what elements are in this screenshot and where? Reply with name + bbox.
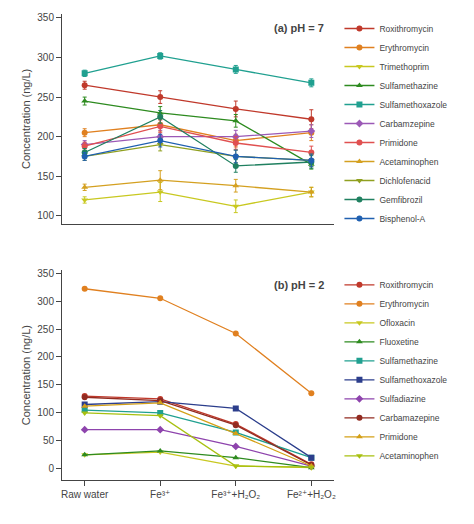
svg-text:Acetaminophen: Acetaminophen [379, 157, 438, 167]
svg-text:250: 250 [37, 324, 54, 335]
svg-text:300: 300 [37, 52, 54, 63]
svg-text:350: 350 [37, 268, 54, 279]
svg-text:Roxithromycin: Roxithromycin [379, 280, 433, 290]
svg-text:Gemfibrozil: Gemfibrozil [379, 195, 422, 205]
svg-text:0: 0 [48, 463, 54, 474]
svg-text:Concentration (ng/L): Concentration (ng/L) [20, 325, 32, 425]
svg-text:Trimethoprim: Trimethoprim [379, 62, 429, 72]
svg-text:Concentration (ng/L): Concentration (ng/L) [20, 69, 32, 169]
svg-text:Sulfamethoxazole: Sulfamethoxazole [379, 375, 447, 385]
svg-text:150: 150 [37, 171, 54, 182]
svg-text:Fe²⁺+H₂O₂: Fe²⁺+H₂O₂ [287, 489, 336, 500]
svg-text:Raw water: Raw water [61, 489, 109, 500]
svg-text:Carbamzepine: Carbamzepine [379, 119, 435, 129]
svg-text:Carbamazepine: Carbamazepine [379, 413, 439, 423]
svg-text:Primidone: Primidone [379, 432, 418, 442]
svg-text:Dichlofenacid: Dichlofenacid [379, 176, 430, 186]
svg-text:150: 150 [37, 379, 54, 390]
svg-text:Fluoxetine: Fluoxetine [379, 337, 418, 347]
svg-text:Fe³⁺+H₂O₂: Fe³⁺+H₂O₂ [211, 489, 260, 500]
svg-text:Sulfamethazine: Sulfamethazine [379, 81, 438, 91]
svg-text:Sulfadiazine: Sulfadiazine [379, 394, 426, 404]
svg-text:(a) pH = 7: (a) pH = 7 [274, 22, 324, 34]
svg-text:50: 50 [43, 435, 55, 446]
svg-text:350: 350 [37, 12, 54, 23]
svg-text:Ofloxacin: Ofloxacin [379, 318, 415, 328]
svg-text:Sulfamethoxazole: Sulfamethoxazole [379, 100, 447, 110]
svg-text:100: 100 [37, 210, 54, 221]
svg-text:Bisphenol-A: Bisphenol-A [379, 214, 425, 224]
svg-text:300: 300 [37, 296, 54, 307]
svg-text:100: 100 [37, 407, 54, 418]
svg-text:Fe³⁺: Fe³⁺ [150, 489, 170, 500]
svg-text:Roxithromycin: Roxithromycin [379, 24, 433, 34]
svg-text:Primidone: Primidone [379, 138, 418, 148]
svg-text:(b) pH = 2: (b) pH = 2 [274, 279, 324, 291]
svg-text:Erythromycin: Erythromycin [379, 43, 429, 53]
svg-text:Erythromycin: Erythromycin [379, 299, 429, 309]
svg-text:250: 250 [37, 92, 54, 103]
svg-text:Sulfamethazine: Sulfamethazine [379, 356, 438, 366]
svg-text:Acetaminophen: Acetaminophen [379, 451, 438, 461]
svg-text:200: 200 [37, 351, 54, 362]
svg-text:200: 200 [37, 131, 54, 142]
